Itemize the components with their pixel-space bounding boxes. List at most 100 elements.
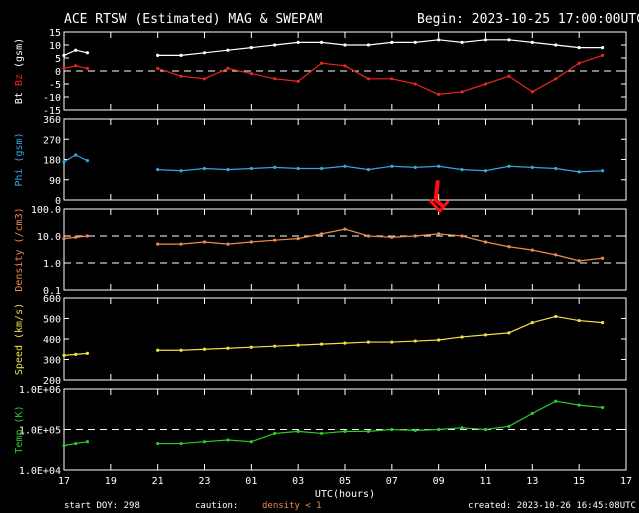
x-tick-label: 05 <box>339 476 351 487</box>
data-point-density <box>179 242 183 246</box>
created-time: created: 2023-10-26 16:45:08UTC <box>468 501 636 511</box>
data-point-bz <box>62 66 66 70</box>
series-segment-bz <box>75 65 88 69</box>
series-segment-density <box>251 239 275 243</box>
series-segment-phi <box>181 167 205 172</box>
annotation-arrow-shaft <box>433 180 445 208</box>
series-segment-density <box>227 241 252 245</box>
data-point-speed <box>179 348 183 352</box>
series-segment-phi <box>204 167 228 171</box>
series-segment-temp <box>75 441 88 445</box>
series-segment-phi <box>321 165 346 170</box>
start-doy: start DOY: 298 <box>64 501 140 511</box>
series-segment-speed <box>204 347 228 350</box>
x-tick-label: 01 <box>245 476 257 487</box>
series-segment-phi <box>415 165 439 168</box>
series-segment-temp <box>298 430 322 435</box>
series-segment-temp <box>579 404 603 409</box>
y-axis-label: Temp (K) <box>14 405 25 453</box>
data-point-speed <box>62 353 66 357</box>
series-segment-bt <box>75 49 88 54</box>
series-segment-density <box>485 241 510 248</box>
series-segment-speed <box>508 322 533 334</box>
y-tick-label: 360 <box>43 115 61 126</box>
data-point-density <box>202 240 207 244</box>
y-tick-label: -10 <box>43 93 61 104</box>
series-segment-bz <box>227 67 252 75</box>
data-point-speed <box>85 351 90 355</box>
series-segment-bt <box>251 44 275 49</box>
y-tick-label: 1.0 <box>43 259 61 270</box>
x-tick-label: 17 <box>620 476 632 487</box>
y-axis-label-part: (gsm) <box>14 38 25 74</box>
series-segment-bt <box>63 49 76 56</box>
panel-frame-2 <box>63 208 627 291</box>
series-segment-phi <box>368 165 392 171</box>
chart-title: ACE RTSW (Estimated) MAG & SWEPAM <box>64 12 322 27</box>
data-point-temp <box>226 438 230 442</box>
x-tick-label: 19 <box>105 476 117 487</box>
data-point-bt <box>156 53 160 58</box>
series-segment-temp <box>251 432 275 443</box>
series-segment-temp <box>438 427 463 431</box>
series-segment-phi <box>555 167 580 173</box>
series-segment-bt <box>368 41 392 46</box>
data-point-temp <box>85 440 90 444</box>
y-tick-label: 500 <box>43 315 61 326</box>
series-segment-bz <box>532 78 557 93</box>
data-point-density <box>437 232 441 236</box>
y-tick-label: 0 <box>55 196 61 207</box>
series-segment-bz <box>415 83 439 95</box>
series-segment-density <box>298 233 322 240</box>
series-segment-temp <box>415 428 439 432</box>
series-segment-density <box>75 235 88 238</box>
data-point-temp <box>156 441 160 446</box>
series-segment-phi <box>63 154 77 163</box>
data-point-bt <box>249 46 253 50</box>
series-segment-speed <box>181 348 205 351</box>
series-segment-bt <box>532 41 556 46</box>
series-segment-phi <box>251 166 275 170</box>
annotation-arrow-head <box>429 199 450 214</box>
series-segment-bt <box>204 49 228 54</box>
series-segment-temp <box>508 412 533 427</box>
data-point-speed <box>156 348 160 352</box>
y-tick-label: 200 <box>43 376 61 387</box>
x-axis-label: UTC(hours) <box>315 489 375 500</box>
data-point-phi <box>179 169 183 173</box>
series-segment-phi <box>462 169 486 172</box>
series-segment-density <box>461 235 486 243</box>
series-segment-speed <box>251 345 275 348</box>
data-point-bz <box>179 74 183 78</box>
series-segment-phi <box>579 170 603 173</box>
data-point-density <box>249 240 253 244</box>
series-segment-speed <box>555 315 580 322</box>
series-segment-bt <box>181 52 205 56</box>
data-point-bz <box>600 53 605 58</box>
panel-frame-1 <box>63 118 627 201</box>
series-segment-density <box>63 236 76 240</box>
data-point-temp <box>179 441 183 446</box>
series-segment-speed <box>75 352 88 355</box>
data-point-bz <box>249 72 253 76</box>
series-segment-bz <box>344 65 369 80</box>
data-point-bt <box>179 53 183 58</box>
series-segment-phi <box>485 165 510 172</box>
series-segment-bz <box>297 62 322 82</box>
series-segment-bz <box>461 83 486 93</box>
y-tick-label: 270 <box>43 135 61 146</box>
x-tick-label: 17 <box>58 476 70 487</box>
series-segment-density <box>415 233 439 237</box>
y-tick-label: 180 <box>43 156 61 167</box>
series-segment-speed <box>391 340 416 343</box>
data-point-density <box>85 234 90 238</box>
y-tick-label: 0 <box>55 67 61 78</box>
series-segment-bz <box>555 62 580 80</box>
data-point-phi <box>156 168 160 172</box>
x-tick-label: 15 <box>573 476 585 487</box>
series-segment-temp <box>391 428 416 432</box>
y-tick-label: 90 <box>49 176 61 187</box>
y-tick-label: 5 <box>55 54 61 65</box>
series-segment-temp <box>485 425 509 431</box>
